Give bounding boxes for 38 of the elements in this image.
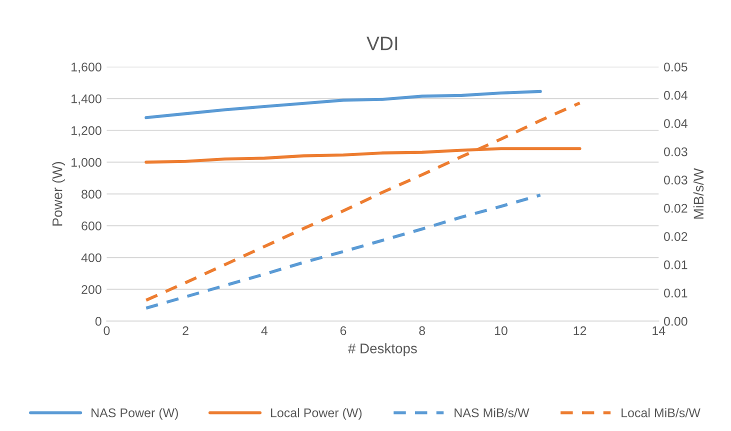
y-tick-label: 200 <box>82 285 102 294</box>
y-tick-label: 600 <box>82 222 102 230</box>
legend-label: Local Power (W) <box>271 408 362 420</box>
y2-tick-label: 0.03 <box>664 176 688 184</box>
y2-tick-label: 0.05 <box>664 62 688 72</box>
chart-title: VDI <box>366 36 398 50</box>
legend-label: Local MiB/s/W <box>622 408 700 418</box>
y2-axis-title: MiB/s/W <box>693 168 704 219</box>
x-tick-label: 4 <box>261 326 268 336</box>
y2-tick-label: 0.01 <box>664 288 688 298</box>
y-tick-label: 1,200 <box>72 126 102 137</box>
x-tick-label: 14 <box>652 326 666 336</box>
x-tick-label: 12 <box>574 326 586 336</box>
y-tick-label: 400 <box>81 253 102 262</box>
y-tick-label: 1,600 <box>72 62 102 73</box>
y-tick-label: 1,400 <box>72 94 102 105</box>
y2-tick-label: 0.04 <box>664 119 688 128</box>
x-tick-label: 2 <box>182 326 188 336</box>
line-series <box>144 101 582 302</box>
y2-tick-label: 0.02 <box>664 204 688 213</box>
x-axis-title: # Desktops <box>348 343 417 356</box>
y2-tick-label: 0.00 <box>664 316 688 326</box>
x-tick-label: 6 <box>340 326 346 336</box>
x-tick-label: 8 <box>419 326 426 336</box>
x-tick-label: 10 <box>494 326 508 336</box>
y-axis-title: Power (W) <box>52 162 66 226</box>
legend-label: NAS Power (W) <box>92 408 178 420</box>
y2-tick-label: 0.02 <box>664 232 688 241</box>
y-tick-label: 1,000 <box>72 158 102 168</box>
y2-tick-label: 0.04 <box>664 90 688 100</box>
line-series <box>144 194 542 310</box>
y2-tick-label: 0.01 <box>664 260 688 270</box>
x-tick-label: 0 <box>104 326 110 336</box>
y-tick-label: 0 <box>95 316 102 326</box>
y2-tick-label: 0.03 <box>664 147 688 156</box>
line-series <box>144 90 542 120</box>
y-tick-label: 800 <box>82 190 102 199</box>
legend-label: NAS MiB/s/W <box>454 408 530 418</box>
